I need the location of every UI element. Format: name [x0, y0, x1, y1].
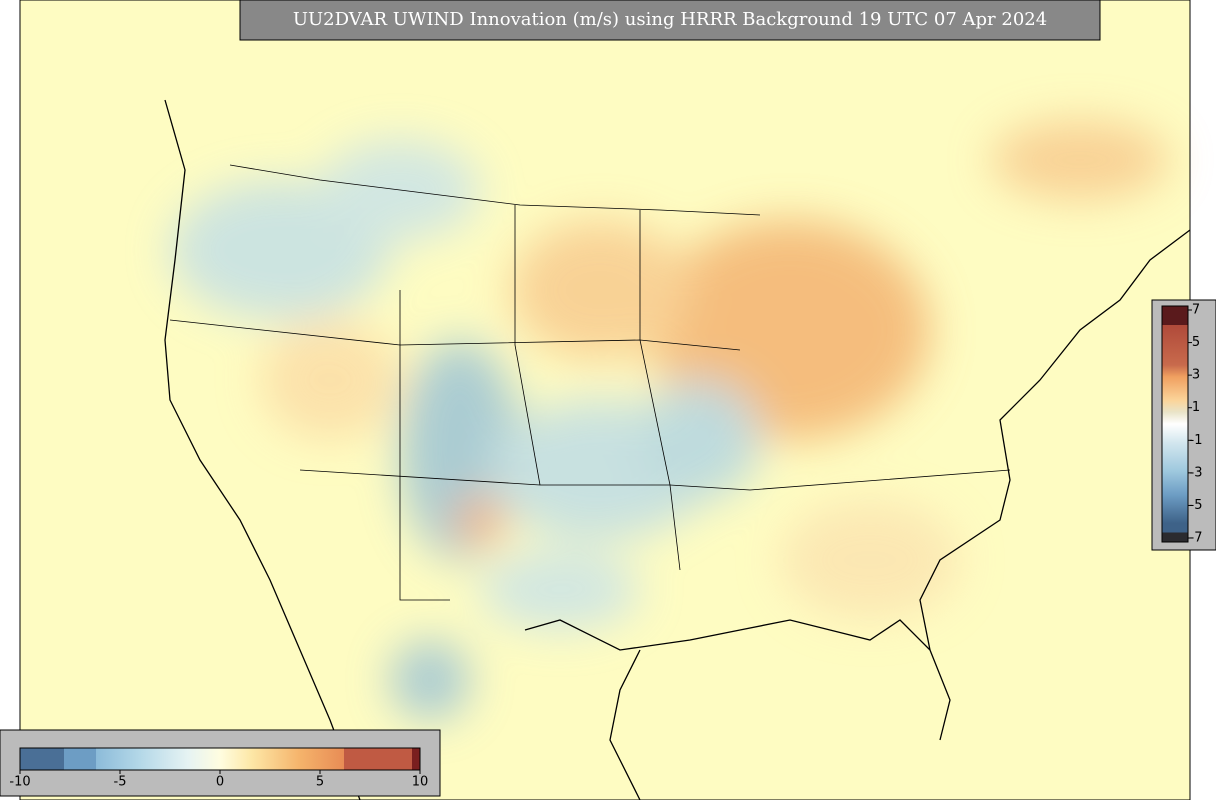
- tick-label: -3: [1190, 465, 1203, 480]
- tick-label: 5: [316, 775, 324, 790]
- tick-label: 10: [412, 775, 429, 790]
- map-title: UU2DVAR UWIND Innovation (m/s) using HRR…: [293, 9, 1047, 30]
- colorbar-ticks: -10 -5 0 5 10 7 5 3 1 -1 -3 -5 -7: [9, 303, 1202, 790]
- tick-label: 1: [1192, 400, 1200, 415]
- tick-label: 5: [1192, 335, 1200, 350]
- tick-label: -5: [114, 775, 127, 790]
- tick-label: -10: [9, 775, 30, 790]
- vertical-colorbar: [1151, 299, 1216, 551]
- map-field: [19, 0, 1191, 800]
- horizontal-colorbar: [0, 729, 441, 797]
- tick-label: 3: [1192, 368, 1200, 383]
- tick-label: -1: [1190, 433, 1203, 448]
- title-box: UU2DVAR UWIND Innovation (m/s) using HRR…: [239, 0, 1101, 41]
- tick-label: 0: [216, 775, 224, 790]
- tick-label: 7: [1192, 303, 1200, 318]
- tick-label: -7: [1190, 531, 1203, 546]
- tick-label: -5: [1190, 498, 1203, 513]
